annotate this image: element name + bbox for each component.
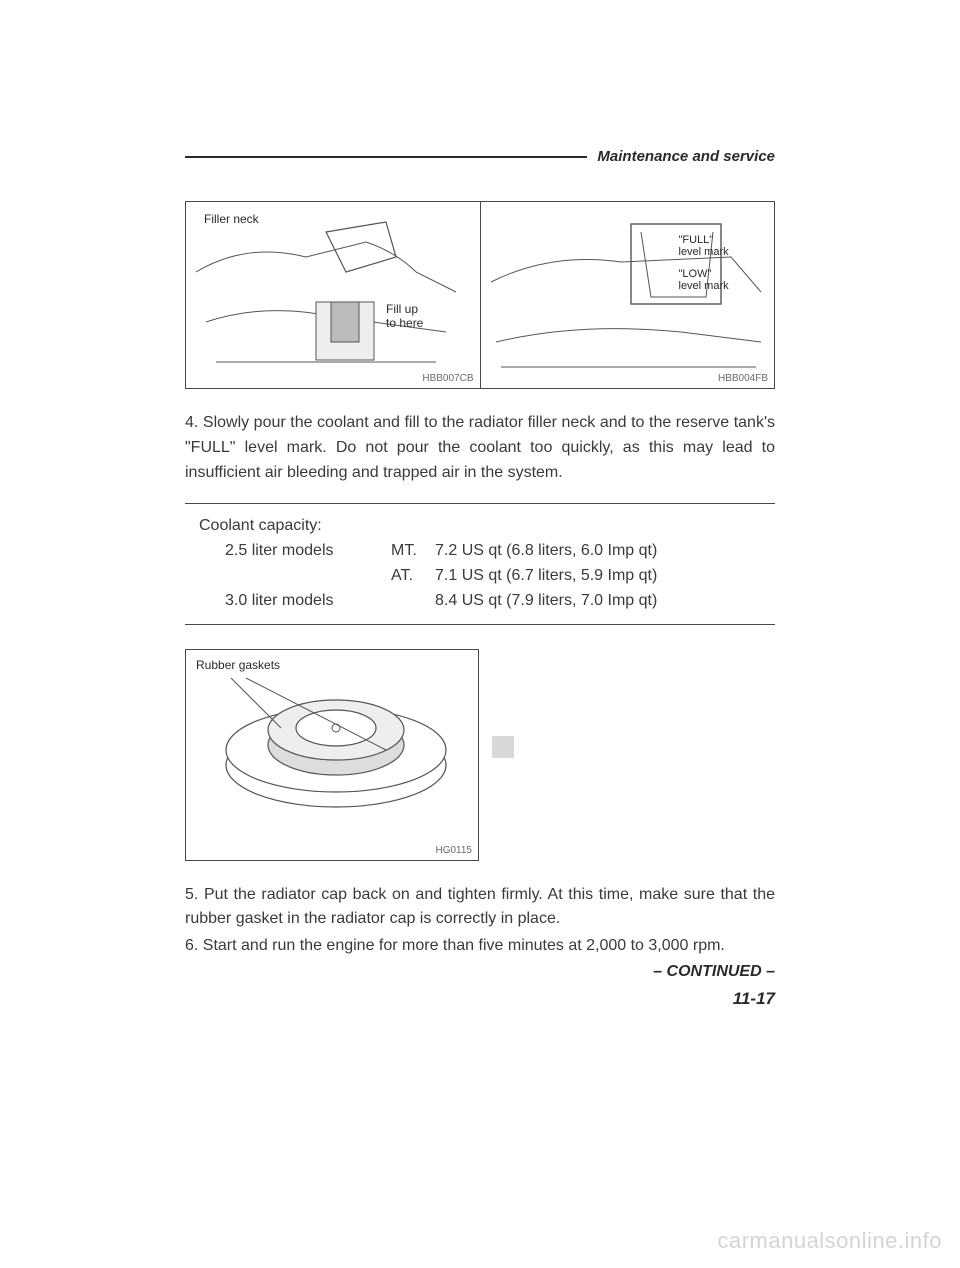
- figure-row-top: Filler neck Fill up to here HBB007CB "FU…: [185, 201, 775, 389]
- label-filler-neck: Filler neck: [204, 212, 259, 226]
- label-low-mark: "LOW" level mark: [679, 268, 729, 292]
- spec-model: 3.0 liter models: [191, 589, 391, 614]
- reserve-tank-sketch-icon: [481, 202, 775, 390]
- spec-title: Coolant capacity:: [191, 514, 769, 539]
- spec-value: 7.1 US qt (6.7 liters, 5.9 Imp qt): [435, 564, 769, 589]
- spec-trans: MT.: [391, 539, 435, 564]
- label-full-mark: "FULL" level mark: [679, 234, 729, 258]
- page-number: 11-17: [185, 989, 775, 1009]
- header-rule: [185, 156, 587, 158]
- manual-page: Maintenance and service Filler neck Fill…: [185, 148, 775, 1009]
- spec-model: 2.5 liter models: [191, 539, 391, 564]
- label-fill-up: Fill up to here: [386, 302, 423, 330]
- figure-reserve-tank: "FULL" level mark "LOW" level mark HBB00…: [481, 202, 775, 388]
- spec-value: 8.4 US qt (7.9 liters, 7.0 Imp qt): [435, 589, 769, 614]
- figure-code: HBB007CB: [422, 373, 473, 384]
- radiator-cap-icon: [186, 650, 480, 862]
- continued-label: – CONTINUED –: [185, 963, 775, 981]
- spec-trans: AT.: [391, 564, 435, 589]
- step-6-text: 6. Start and run the engine for more tha…: [185, 934, 775, 959]
- figure-coolant-fill: Filler neck Fill up to here HBB007CB: [186, 202, 481, 388]
- spec-model: [191, 564, 391, 589]
- spec-trans: [391, 589, 435, 614]
- section-tab-marker: [492, 736, 514, 758]
- label-rubber-gaskets: Rubber gaskets: [196, 658, 280, 672]
- step-4-text: 4. Slowly pour the coolant and fill to t…: [185, 411, 775, 485]
- figure-code: HG0115: [435, 845, 472, 856]
- header: Maintenance and service: [185, 148, 775, 165]
- spec-value: 7.2 US qt (6.8 liters, 6.0 Imp qt): [435, 539, 769, 564]
- watermark: carmanualsonline.info: [717, 1228, 942, 1254]
- spec-row: AT. 7.1 US qt (6.7 liters, 5.9 Imp qt): [191, 564, 769, 589]
- section-title: Maintenance and service: [587, 148, 775, 165]
- engine-sketch-icon: [186, 202, 480, 390]
- figure-radiator-cap: Rubber gaskets HG0115: [185, 649, 479, 861]
- step-5-text: 5. Put the radiator cap back on and tigh…: [185, 883, 775, 933]
- spec-row: 2.5 liter models MT. 7.2 US qt (6.8 lite…: [191, 539, 769, 564]
- coolant-capacity-spec: Coolant capacity: 2.5 liter models MT. 7…: [185, 503, 775, 624]
- spec-row: 3.0 liter models 8.4 US qt (7.9 liters, …: [191, 589, 769, 614]
- figure-code: HBB004FB: [718, 373, 768, 384]
